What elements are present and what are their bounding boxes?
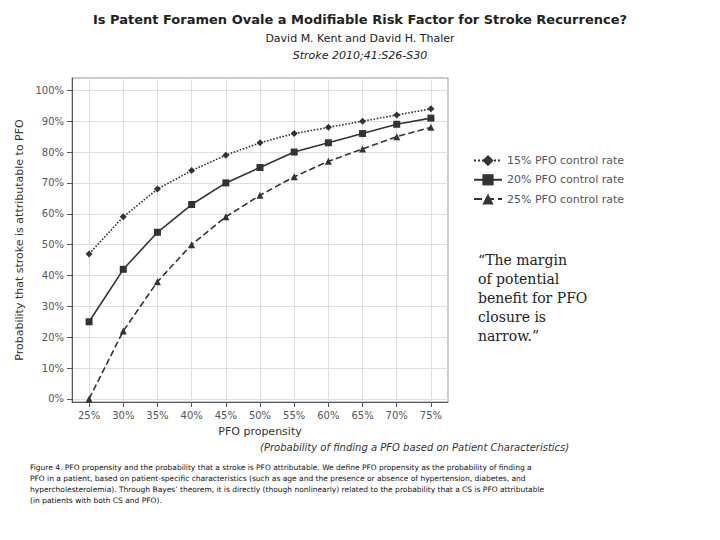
svg-text:50%: 50% [249, 410, 271, 421]
svg-text:15% PFO control rate: 15% PFO control rate [507, 154, 624, 167]
svg-text:80%: 80% [42, 147, 64, 158]
svg-text:narrow.”: narrow.” [478, 328, 539, 344]
svg-text:benefit for PFO: benefit for PFO [478, 290, 587, 306]
svg-text:David M. Kent and David H. Tha: David M. Kent and David H. Thaler [265, 32, 455, 45]
svg-text:60%: 60% [317, 410, 339, 421]
svg-text:40%: 40% [181, 410, 203, 421]
svg-text:30%: 30% [42, 301, 64, 312]
svg-text:35%: 35% [146, 410, 168, 421]
svg-text:(in patients with both CS and: (in patients with both CS and PFO). [30, 496, 162, 505]
svg-text:75%: 75% [420, 410, 442, 421]
svg-text:20%: 20% [42, 332, 64, 343]
svg-text:65%: 65% [351, 410, 373, 421]
svg-text:30%: 30% [112, 410, 134, 421]
svg-text:50%: 50% [42, 239, 64, 250]
svg-text:Stroke 2010;41:S26-S30: Stroke 2010;41:S26-S30 [293, 49, 428, 62]
svg-text:Probability that stroke is att: Probability that stroke is attributable … [13, 119, 26, 361]
svg-text:70%: 70% [386, 410, 408, 421]
svg-text:closure is: closure is [478, 309, 546, 325]
svg-text:25% PFO control rate: 25% PFO control rate [507, 193, 624, 206]
svg-text:“The margin: “The margin [478, 252, 567, 268]
svg-text:25%: 25% [78, 410, 100, 421]
svg-text:hypercholesterolemia). Through: hypercholesterolemia). Through Bayes’ th… [30, 485, 545, 494]
svg-text:60%: 60% [42, 208, 64, 219]
svg-text:of potential: of potential [478, 271, 560, 287]
svg-text:100%: 100% [35, 85, 64, 96]
svg-text:40%: 40% [42, 270, 64, 281]
svg-text:(Probability of finding a PFO: (Probability of finding a PFO based on P… [260, 442, 569, 453]
svg-text:Is Patent Foramen Ovale a Modi: Is Patent Foramen Ovale a Modifiable Ris… [93, 12, 627, 27]
svg-text:90%: 90% [42, 116, 64, 127]
svg-text:20% PFO control rate: 20% PFO control rate [507, 173, 624, 186]
svg-text:PFO in a patient, based on pat: PFO in a patient, based on patient-speci… [30, 474, 526, 483]
svg-text:0%: 0% [48, 393, 64, 404]
svg-text:55%: 55% [283, 410, 305, 421]
svg-text:Figure 4. PFO propensity and t: Figure 4. PFO propensity and the probabi… [30, 463, 532, 472]
svg-text:PFO propensity: PFO propensity [218, 425, 302, 438]
svg-text:70%: 70% [42, 177, 64, 188]
svg-text:45%: 45% [215, 410, 237, 421]
svg-text:10%: 10% [42, 363, 64, 374]
